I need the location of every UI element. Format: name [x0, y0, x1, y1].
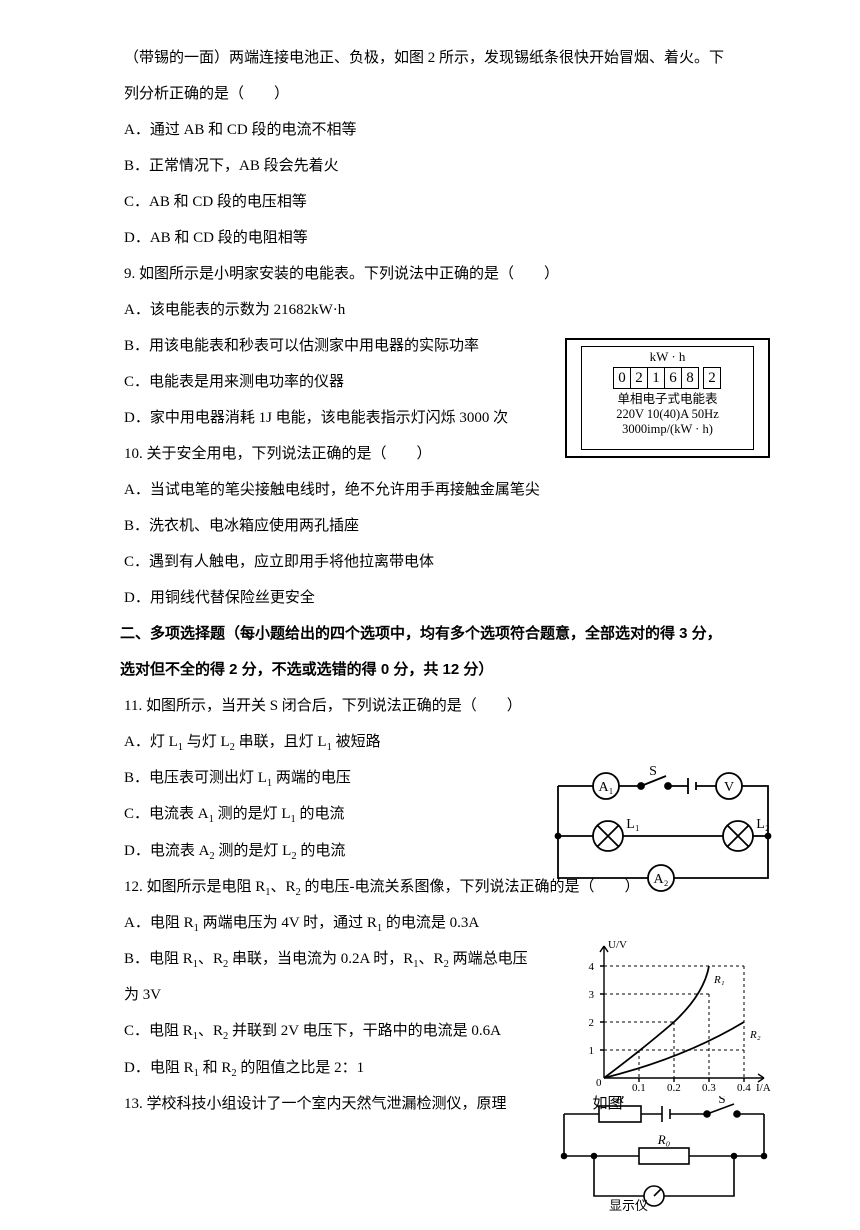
q11-stem: 11. 如图所示，当开关 S 闭合后，下列说法正确的是（ ）	[120, 688, 750, 724]
q8-opt-b: B．正常情况下，AB 段会先着火	[120, 148, 750, 184]
graph-ylabel: U/V	[608, 939, 627, 951]
q10-opt-a: A．当试电笔的笔尖接触电线时，绝不允许用手再接触金属笔尖	[120, 472, 750, 508]
graph-y4: 4	[589, 961, 595, 973]
circuit-q11-figure: A₁ S V L₁ L₂ A₂	[548, 766, 778, 896]
label-a2: A₂	[654, 872, 669, 887]
section2-heading-line2: 选对但不全的得 2 分，不选或选错的得 0 分，共 12 分）	[120, 652, 750, 688]
q12c-pre: C．电阻 R	[124, 1023, 193, 1039]
graph-y3: 3	[589, 989, 595, 1001]
meter-unit: kW · h	[582, 347, 753, 365]
graph-origin: 0	[596, 1077, 602, 1089]
label-s: S	[649, 766, 657, 779]
electric-meter-figure: kW · h 0 2 1 6 8 2 单相电子式电能表 220V 10(40)A…	[565, 338, 770, 458]
q11c-end: 的电流	[296, 806, 345, 822]
q13s-pre: 13. 学校科技小组设计了一个室内天然气泄漏检测仪，原理	[124, 1096, 507, 1112]
meter-line1: 单相电子式电能表	[582, 392, 753, 407]
q12b-pre: B．电阻 R	[124, 951, 193, 967]
label-l2: L₂	[756, 817, 770, 832]
q12b-mid3: 、R	[419, 951, 444, 967]
q8-opt-d: D．AB 和 CD 段的电阻相等	[120, 220, 750, 256]
q12d-mid1: 和 R	[199, 1060, 232, 1076]
q12a-mid1: 两端电压为 4V 时，通过 R	[199, 915, 377, 931]
q12-opt-a: A．电阻 R1 两端电压为 4V 时，通过 R1 的电流是 0.3A	[120, 905, 750, 941]
q9-opt-a: A．该电能表的示数为 21682kW·h	[120, 292, 750, 328]
label-display: 显示仪	[609, 1198, 648, 1213]
q12d-mid2: 的阻值之比是 2：1	[237, 1060, 365, 1076]
label-a1: A₁	[599, 780, 614, 795]
graph-q12-figure: 0 0.1 0.2 0.3 0.4 1 2 3 4 U/V I/A R₁ R₂	[574, 938, 774, 1098]
section2-heading-line1: 二、多项选择题（每小题给出的四个选项中，均有多个选项符合题意，全部选对的得 3 …	[120, 616, 750, 652]
meter-d0: 0	[613, 367, 631, 389]
q11a-end: 被短路	[332, 734, 381, 750]
q12s-pre: 12. 如图所示是电阻 R	[124, 879, 265, 895]
q12s-mid: 、R	[271, 879, 296, 895]
q8-intro-line2: 列分析正确的是（ ）	[120, 76, 750, 112]
q11d-mid: 测的是灯 L	[215, 843, 292, 859]
graph-r1: R₁	[713, 974, 725, 986]
q9-stem: 9. 如图所示是小明家安装的电能表。下列说法中正确的是（ ）	[120, 256, 750, 292]
q8-opt-c: C．AB 和 CD 段的电压相等	[120, 184, 750, 220]
meter-d3: 6	[664, 367, 682, 389]
page-container: （带锡的一面）两端连接电池正、负极，如图 2 所示，发现锡纸条很快开始冒烟、着火…	[0, 0, 860, 1216]
meter-digits: 0 2 1 6 8 2	[582, 367, 753, 389]
q10-opt-c: C．遇到有人触电，应立即用手将他拉离带电体	[120, 544, 750, 580]
q11b-end: 两端的电压	[272, 770, 351, 786]
q12b-mid4: 两端总电压	[449, 951, 528, 967]
q8-opt-a: A．通过 AB 和 CD 段的电流不相等	[120, 112, 750, 148]
q11-opt-a: A．灯 L1 与灯 L2 串联，且灯 L1 被短路	[120, 724, 750, 760]
q8-intro-line1: （带锡的一面）两端连接电池正、负极，如图 2 所示，发现锡纸条很快开始冒烟、着火…	[120, 40, 750, 76]
q11a-mid: 与灯 L	[183, 734, 230, 750]
graph-x3: 0.3	[702, 1082, 716, 1094]
graph-y1: 1	[589, 1045, 595, 1057]
meter-line3: 3000imp/(kW · h)	[582, 422, 753, 437]
label-s13: S	[718, 1096, 725, 1106]
q11a-mid2: 串联，且灯 L	[235, 734, 327, 750]
graph-x2: 0.2	[667, 1082, 681, 1094]
label-l1: L₁	[626, 817, 639, 832]
q11c-mid: 测的是灯 L	[214, 806, 291, 822]
q10-opt-d: D．用铜线代替保险丝更安全	[120, 580, 750, 616]
q12c-mid2: 并联到 2V 电压下，干路中的电流是 0.6A	[228, 1023, 501, 1039]
graph-x4: 0.4	[737, 1082, 751, 1094]
meter-line2: 220V 10(40)A 50Hz	[582, 407, 753, 422]
graph-y2: 2	[589, 1017, 595, 1029]
label-v: V	[724, 780, 734, 795]
graph-x1: 0.1	[632, 1082, 646, 1094]
circuit-q13-figure: R S R₀ 显示仪	[554, 1096, 774, 1216]
meter-d2: 1	[647, 367, 665, 389]
meter-inner: kW · h 0 2 1 6 8 2 单相电子式电能表 220V 10(40)A…	[581, 346, 754, 450]
meter-d4: 8	[681, 367, 699, 389]
q12a-mid2: 的电流是 0.3A	[382, 915, 479, 931]
q11b-pre: B．电压表可测出灯 L	[124, 770, 267, 786]
q11c-pre: C．电流表 A	[124, 806, 209, 822]
q12b-mid1: 、R	[198, 951, 223, 967]
q12c-mid1: 、R	[198, 1023, 223, 1039]
q11d-end: 的电流	[297, 843, 346, 859]
q10-opt-b: B．洗衣机、电冰箱应使用两孔插座	[120, 508, 750, 544]
label-r: R	[615, 1096, 624, 1106]
q12a-pre: A．电阻 R	[124, 915, 194, 931]
graph-r2: R₂	[749, 1029, 761, 1041]
graph-xlabel: I/A	[756, 1082, 771, 1094]
q11a-pre: A．灯 L	[124, 734, 178, 750]
meter-dlast: 2	[703, 367, 721, 389]
q12b-mid2: 串联，当电流为 0.2A 时，R	[228, 951, 413, 967]
q11d-pre: D．电流表 A	[124, 843, 209, 859]
meter-d1: 2	[630, 367, 648, 389]
q12d-pre: D．电阻 R	[124, 1060, 194, 1076]
label-r0: R₀	[657, 1132, 670, 1147]
